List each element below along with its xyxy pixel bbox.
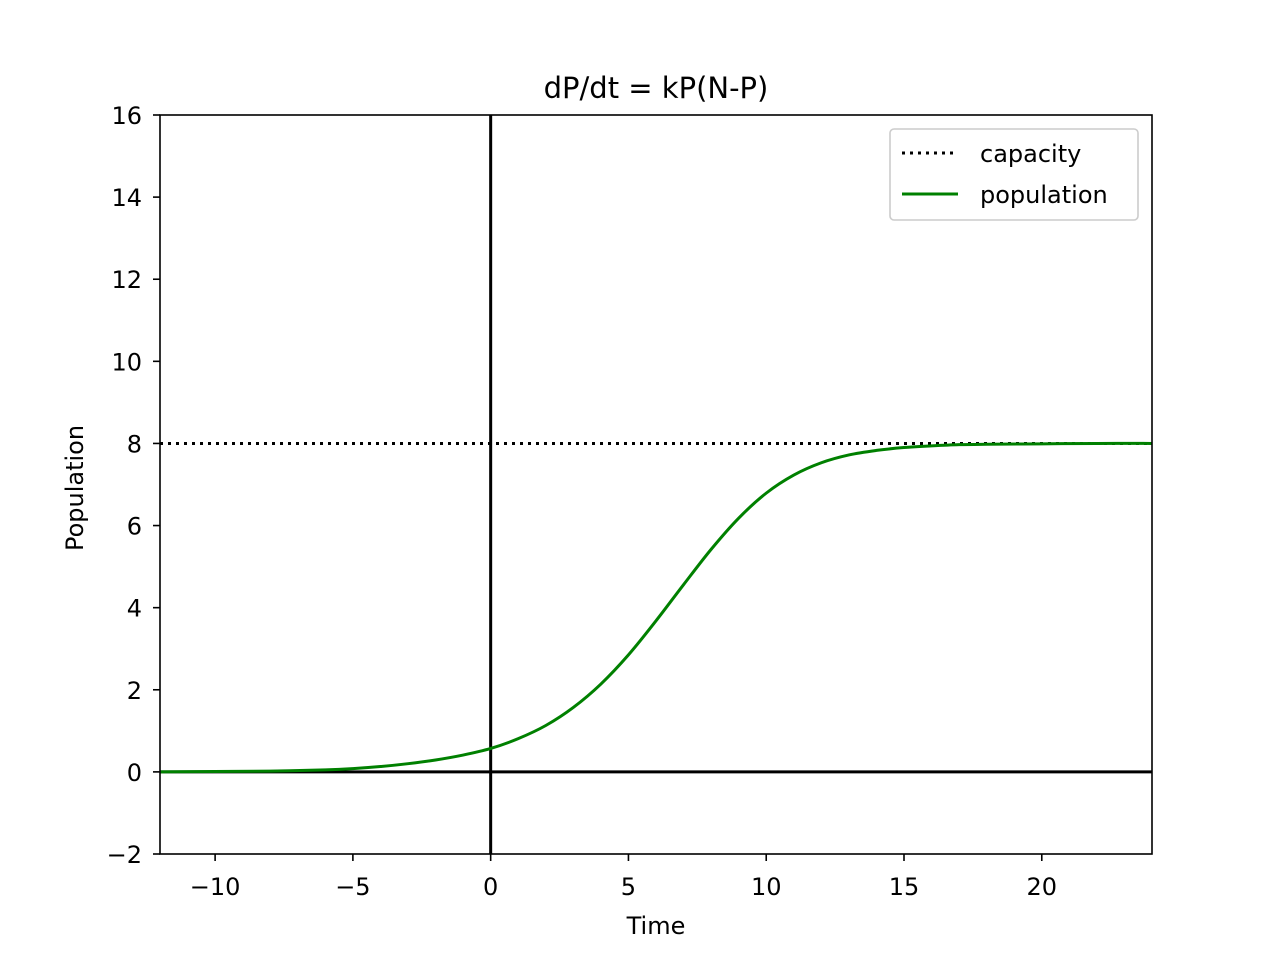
y-tick-label: 16: [111, 102, 142, 130]
legend-label-capacity: capacity: [980, 140, 1081, 168]
y-tick-label: 4: [127, 595, 142, 623]
y-tick-label: 12: [111, 266, 142, 294]
legend: capacity population: [889, 128, 1139, 221]
x-axis: −10 −5 0 5 10 15 20: [190, 854, 1057, 901]
legend-label-population: population: [980, 181, 1108, 209]
y-tick-label: 2: [127, 677, 142, 705]
y-tick-label: 8: [127, 430, 142, 458]
y-axis-title: Population: [61, 425, 89, 551]
x-tick-label: 0: [483, 873, 498, 901]
y-axis: −2 0 2 4 6 8 10 12 14 16: [107, 102, 160, 869]
y-tick-label: 10: [111, 348, 142, 376]
x-tick-label: 20: [1027, 873, 1058, 901]
plot-area: [159, 114, 1153, 855]
y-tick-label: 6: [127, 513, 142, 541]
x-axis-title: Time: [626, 912, 686, 940]
chart-title: dP/dt = kP(N-P): [544, 71, 769, 105]
series-population-line: [160, 441, 1152, 774]
x-tick-label: −5: [335, 873, 370, 901]
y-tick-label: 0: [127, 759, 142, 787]
plot-frame: [159, 114, 1153, 855]
x-tick-label: 15: [889, 873, 920, 901]
x-tick-label: 10: [751, 873, 782, 901]
x-tick-label: −10: [190, 873, 241, 901]
y-tick-label: −2: [107, 841, 142, 869]
x-tick-label: 5: [621, 873, 636, 901]
y-tick-label: 14: [111, 184, 142, 212]
